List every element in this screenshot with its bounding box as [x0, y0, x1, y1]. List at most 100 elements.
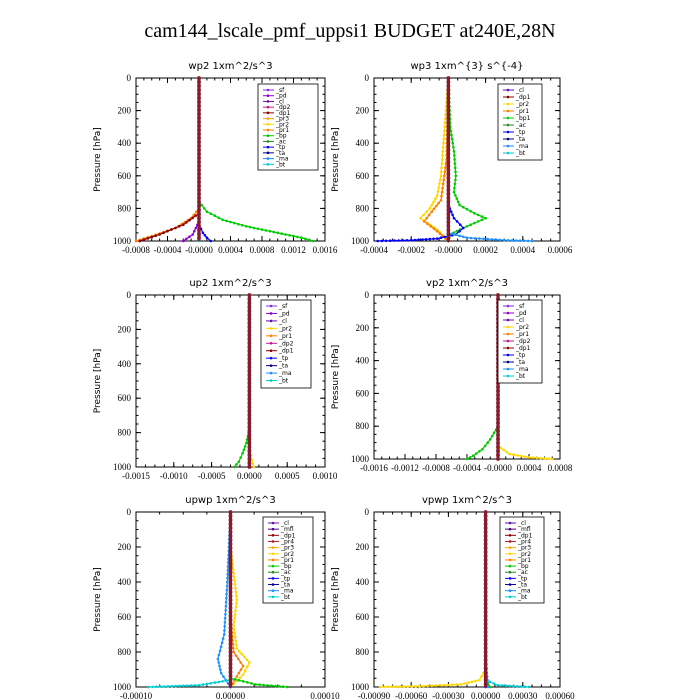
series-marker — [452, 146, 455, 149]
series-marker — [466, 681, 470, 684]
zero-profile-marker — [446, 104, 451, 108]
series-marker — [492, 682, 496, 685]
series-marker — [450, 133, 453, 137]
series-marker — [386, 685, 390, 689]
x-tick-label: -0.0004 — [154, 245, 182, 255]
zero-profile-marker — [228, 670, 233, 674]
series-marker — [469, 236, 473, 240]
series-line — [139, 78, 200, 242]
zero-profile-marker — [228, 654, 233, 658]
zero-profile-marker — [197, 140, 201, 144]
zero-profile-marker — [446, 152, 451, 156]
series-marker — [458, 234, 461, 238]
zero-profile-marker — [247, 457, 252, 461]
series-marker — [234, 654, 238, 657]
zero-profile-marker — [247, 381, 252, 385]
zero-profile-marker — [483, 674, 488, 678]
zero-profile-marker — [483, 538, 488, 542]
zero-profile-marker — [496, 453, 500, 457]
x-tick-label: 0.0006 — [548, 245, 573, 255]
zero-profile-marker — [446, 208, 451, 212]
legend-label: _ta — [275, 150, 285, 157]
series-marker — [435, 204, 438, 208]
zero-profile-marker — [483, 670, 488, 674]
legend-marker — [271, 577, 275, 580]
legend-label: _cl — [278, 318, 287, 325]
zero-profile-marker — [228, 650, 233, 654]
legend-label: _tp — [515, 129, 525, 136]
legend-marker — [506, 151, 510, 155]
zero-profile-marker — [197, 136, 201, 140]
zero-profile-marker — [483, 566, 488, 570]
series-marker — [194, 226, 198, 230]
series-marker — [443, 683, 446, 687]
zero-profile-marker — [483, 638, 488, 642]
zero-profile-marker — [483, 634, 488, 638]
legend-label: _bt — [515, 373, 526, 380]
series-marker — [237, 460, 241, 464]
zero-profile-marker — [197, 132, 201, 136]
series-marker — [288, 234, 291, 237]
x-tick-label: 0.00030 — [508, 691, 538, 700]
series-marker — [389, 239, 392, 242]
legend-label: _bt — [278, 378, 289, 385]
y-tick-label: 600 — [356, 171, 370, 181]
series-marker — [438, 684, 442, 687]
zero-profile-marker — [197, 124, 201, 128]
series-marker — [414, 685, 418, 688]
legend-marker — [266, 145, 270, 149]
legend-marker — [269, 312, 273, 315]
zero-profile-marker — [247, 385, 252, 389]
series-marker — [440, 194, 443, 198]
series-marker — [444, 113, 447, 116]
x-tick-label: -0.00060 — [395, 691, 428, 700]
series-marker — [378, 685, 382, 689]
series-marker — [226, 565, 230, 568]
zero-profile-marker — [247, 413, 252, 417]
zero-profile-marker — [228, 526, 233, 530]
series-marker — [490, 434, 494, 438]
series-marker — [454, 194, 457, 197]
y-tick-label: 600 — [356, 388, 370, 398]
zero-profile-marker — [197, 100, 201, 104]
zero-profile-marker — [228, 630, 233, 634]
series-marker — [452, 190, 456, 194]
series-marker — [146, 237, 150, 240]
series-marker — [292, 234, 295, 238]
series-line — [423, 77, 449, 242]
series-marker — [547, 457, 550, 461]
zero-profile-marker — [496, 293, 500, 297]
zero-profile-marker — [228, 658, 233, 662]
series-marker — [185, 237, 188, 241]
y-tick-label: 400 — [356, 577, 370, 587]
zero-profile-marker — [483, 518, 488, 522]
series-marker — [443, 170, 447, 173]
series-marker — [147, 685, 150, 689]
zero-profile-marker — [483, 666, 488, 670]
zero-profile-marker — [446, 220, 451, 224]
series-marker — [237, 657, 240, 661]
legend-label: _pd — [278, 310, 290, 317]
x-tick-label: -0.0000 — [484, 463, 512, 473]
zero-profile-marker — [446, 168, 451, 172]
series-marker — [246, 665, 249, 668]
legend-marker — [269, 356, 273, 360]
zero-profile-marker — [483, 614, 488, 618]
panel-title: up2 1xm^2/s^3 — [189, 278, 271, 289]
series-marker — [486, 685, 490, 689]
legend-label: _pr2 — [515, 101, 529, 108]
series-marker — [469, 223, 473, 226]
zero-profile-marker — [446, 120, 451, 124]
zero-profile-marker — [228, 578, 233, 582]
y-tick-label: 0 — [365, 290, 370, 300]
series-marker — [240, 652, 244, 656]
zero-profile-marker — [446, 236, 451, 240]
series-marker — [473, 212, 476, 215]
legend-label: _dp1 — [515, 94, 531, 101]
zero-profile-marker — [247, 441, 252, 445]
legend-marker — [269, 379, 273, 382]
series-marker — [451, 141, 455, 145]
zero-profile-marker — [197, 116, 201, 120]
series-marker — [458, 203, 461, 207]
panel-title: wp2 1xm^2/s^3 — [188, 61, 272, 72]
